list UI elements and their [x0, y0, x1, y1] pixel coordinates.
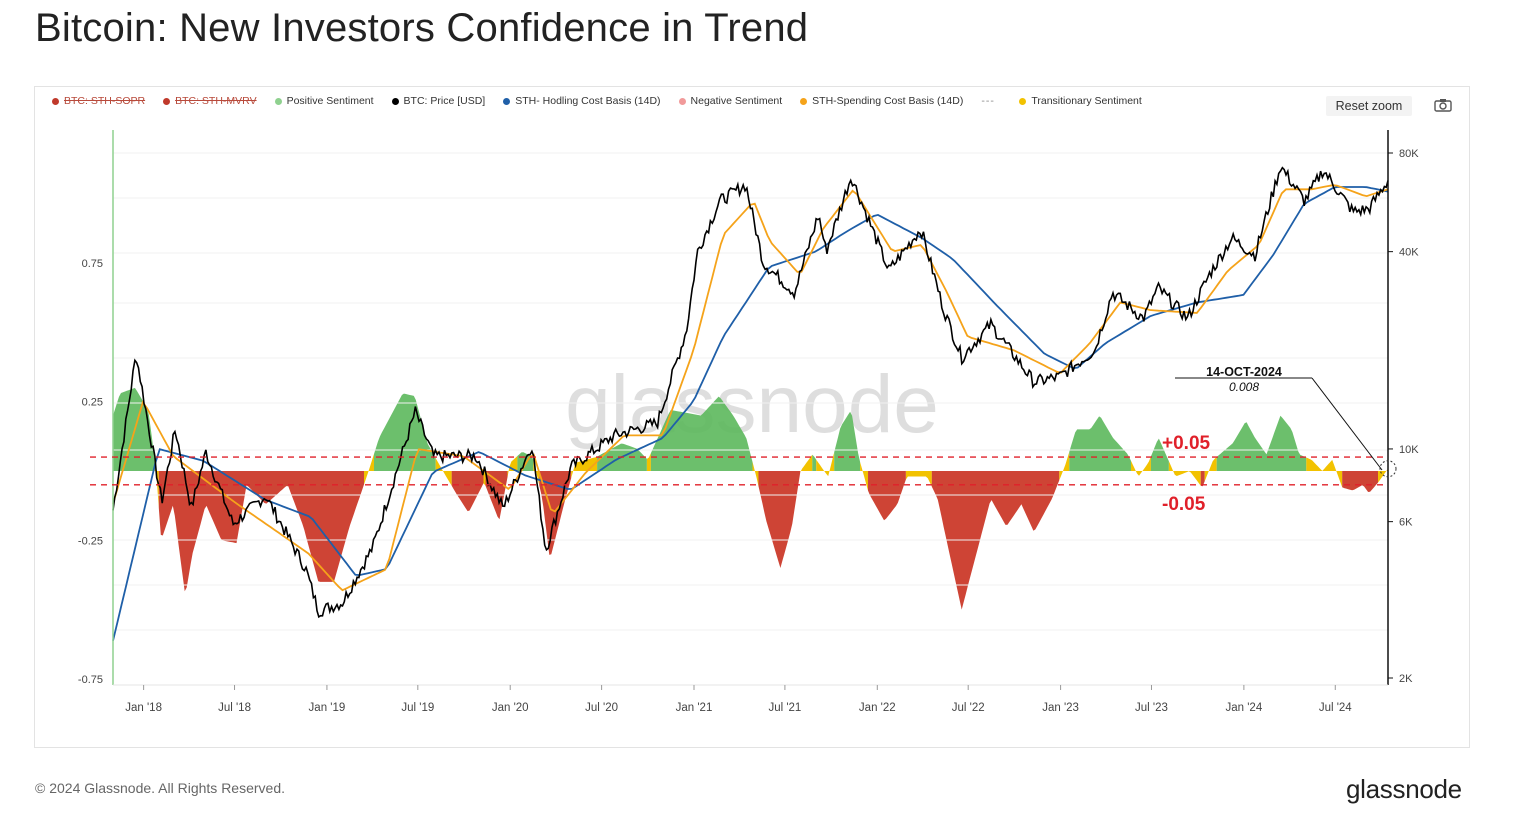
legend-label: Transitionary Sentiment	[1031, 95, 1142, 107]
legend-label: STH- Hodling Cost Basis (14D)	[515, 95, 661, 107]
footer-brand-logo: glassnode	[1346, 774, 1462, 804]
legend-marker-icon	[163, 97, 171, 105]
camera-icon[interactable]	[1434, 98, 1452, 112]
legend-marker-icon	[1019, 97, 1027, 105]
legend-marker-icon	[274, 97, 282, 105]
chart-panel	[34, 86, 1470, 748]
legend-item-dashed[interactable]: ---	[981, 95, 1001, 107]
legend-marker-icon	[52, 97, 59, 105]
legend-marker-icon	[800, 97, 808, 105]
legend-item-spending-cost-basis[interactable]: STH-Spending Cost Basis (14D)	[800, 95, 963, 107]
legend-item-positive-sentiment[interactable]: Positive Sentiment	[274, 95, 374, 107]
legend-label: STH-Spending Cost Basis (14D)	[812, 95, 964, 107]
legend-marker-icon	[678, 97, 686, 105]
legend-item-sth-mvrv[interactable]: BTC: STH-MVRV	[163, 95, 257, 107]
legend-marker-icon	[503, 97, 511, 105]
legend-item-sth-sopr[interactable]: BTC: STH-SOPR	[52, 95, 145, 107]
reset-zoom-button[interactable]: Reset zoom	[1326, 96, 1412, 116]
footer-copyright: © 2024 Glassnode. All Rights Reserved.	[35, 780, 286, 796]
legend-label: Positive Sentiment	[286, 95, 374, 107]
legend-marker-icon	[391, 97, 399, 105]
legend-item-btc-price[interactable]: BTC: Price [USD]	[391, 95, 486, 107]
chart-legend: BTC: STH-SOPR BTC: STH-MVRV Positive Sen…	[52, 95, 1160, 107]
legend-dash-icon: ---	[981, 95, 995, 107]
legend-label: BTC: Price [USD]	[403, 95, 486, 107]
legend-label: BTC: STH-MVRV	[175, 95, 257, 107]
legend-label: Negative Sentiment	[690, 95, 783, 107]
page-title: Bitcoin: New Investors Confidence in Tre…	[35, 6, 809, 50]
legend-label: BTC: STH-SOPR	[64, 95, 146, 107]
legend-item-negative-sentiment[interactable]: Negative Sentiment	[678, 95, 783, 107]
legend-item-transitionary-sentiment[interactable]: Transitionary Sentiment	[1019, 95, 1142, 107]
legend-item-hodling-cost-basis[interactable]: STH- Hodling Cost Basis (14D)	[503, 95, 661, 107]
